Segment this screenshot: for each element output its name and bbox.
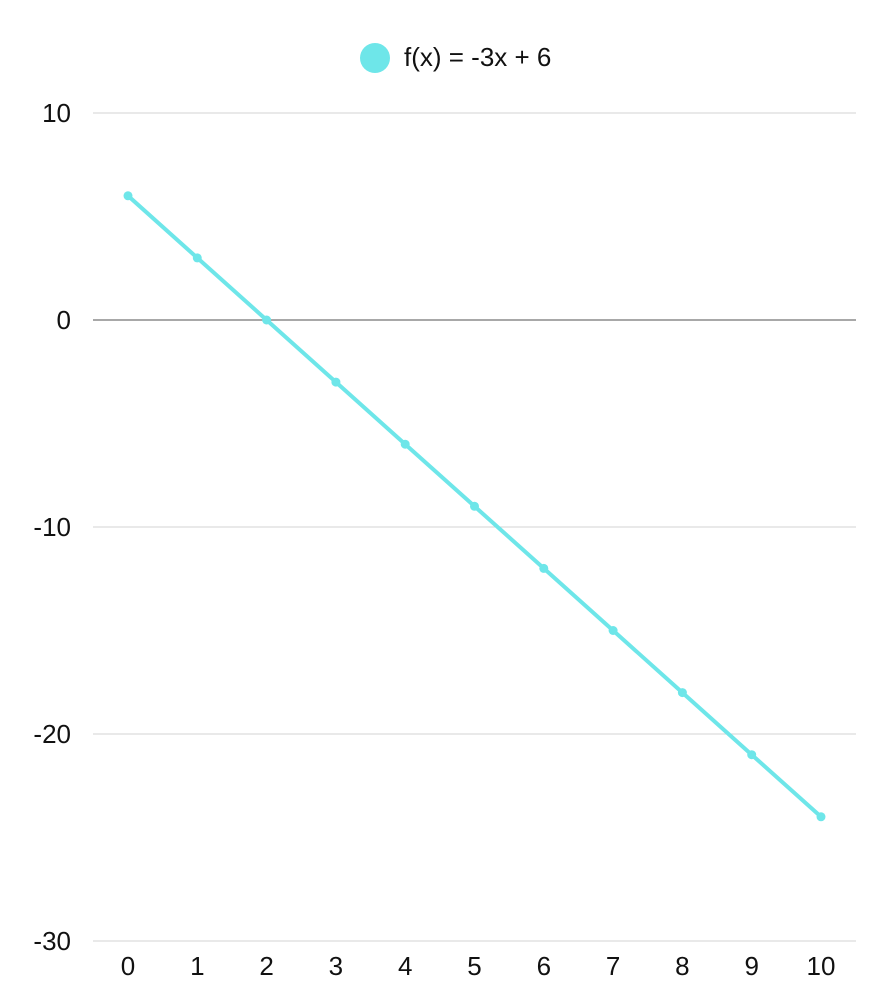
data-point: [539, 563, 549, 573]
data-point: [400, 439, 410, 449]
x-tick-label: 1: [190, 951, 204, 981]
series-group: [123, 191, 826, 822]
x-axis-ticks: 0 1 2 3 4 5 6 7 8 9 10: [121, 951, 836, 981]
y-tick-label: 0: [57, 305, 71, 335]
data-point: [470, 501, 479, 511]
legend: f(x) = -3x + 6: [360, 42, 551, 73]
y-axis-ticks: 10 0 -10 -20 -30: [33, 98, 71, 956]
data-point: [747, 750, 757, 760]
data-point: [677, 688, 687, 698]
x-tick-label: 10: [807, 951, 836, 981]
x-tick-label: 8: [675, 951, 689, 981]
data-point: [331, 377, 341, 387]
data-point: [123, 191, 133, 201]
data-point: [192, 253, 202, 263]
grid: [93, 112, 856, 942]
legend-swatch: [360, 43, 390, 73]
y-tick-label: -10: [33, 512, 71, 542]
y-tick-label: 10: [42, 98, 71, 128]
x-tick-label: 5: [467, 951, 481, 981]
y-tick-label: -30: [33, 926, 71, 956]
x-tick-label: 2: [259, 951, 273, 981]
x-tick-label: 6: [537, 951, 551, 981]
x-tick-label: 7: [606, 951, 620, 981]
x-tick-label: 9: [744, 951, 758, 981]
y-tick-label: -20: [33, 719, 71, 749]
data-point: [262, 315, 272, 325]
data-point: [816, 812, 826, 822]
x-tick-label: 3: [329, 951, 343, 981]
data-point: [608, 626, 618, 635]
legend-label: f(x) = -3x + 6: [404, 42, 551, 72]
x-tick-label: 4: [398, 951, 412, 981]
x-tick-label: 0: [121, 951, 135, 981]
